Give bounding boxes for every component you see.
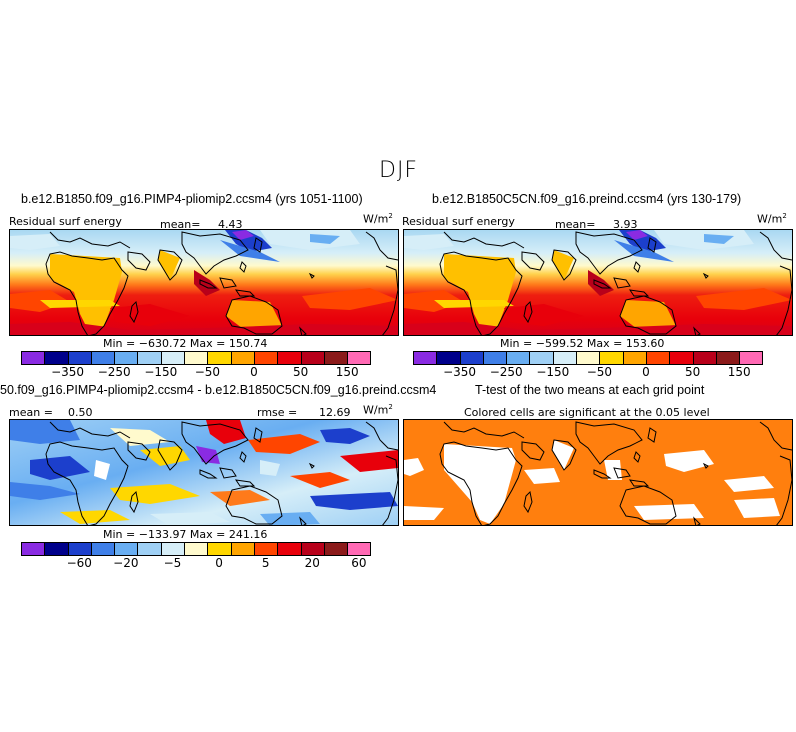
colorbar-swatch <box>506 351 531 365</box>
colorbar-swatch <box>715 351 741 365</box>
colorbar-tick-label: −350 <box>51 365 85 379</box>
colorbar-tick-label: 60 <box>351 556 367 570</box>
panel4-title: T-test of the two means at each grid poi… <box>475 383 705 397</box>
colorbar-swatch <box>347 542 372 556</box>
colorbar-swatch <box>413 351 438 365</box>
panel2-mean-value: 3.93 <box>613 218 638 231</box>
panel2-colorbar-ticks: −350 −250 −150 −50 0 50 150 <box>413 365 777 381</box>
colorbar-swatch <box>645 351 671 365</box>
colorbar-swatch <box>230 351 255 365</box>
colorbar-tick-label: −5 <box>163 556 182 570</box>
panel1-variable-label: Residual surf energy <box>9 215 122 228</box>
colorbar-swatch <box>160 542 186 556</box>
panel1-colorbar-ticks: −350 −250 −150 −50 0 50 150 <box>21 365 385 381</box>
colorbar-swatch <box>67 542 92 556</box>
colorbar-swatch <box>323 542 349 556</box>
panel2-mean-label: mean= <box>555 218 596 231</box>
colorbar-swatch <box>137 351 162 365</box>
colorbar-swatch <box>44 542 69 556</box>
panel4-map <box>403 419 793 526</box>
panel1-mean-value: 4.43 <box>218 218 243 231</box>
colorbar-swatch <box>300 542 325 556</box>
panel1-unit: W/m2 <box>363 212 393 226</box>
season-title: DJF <box>379 158 419 183</box>
colorbar-tick-label: −150 <box>144 365 178 379</box>
colorbar-swatch <box>160 351 186 365</box>
panel2-title: b.e12.B1850C5CN.f09_g16.preind.ccsm4 (yr… <box>432 192 742 206</box>
colorbar-swatch <box>253 542 279 556</box>
panel3-title: 50.f09_g16.PIMP4-pliomip2.ccsm4 - b.e12.… <box>0 383 437 397</box>
colorbar-swatch <box>67 351 92 365</box>
colorbar-swatch <box>207 351 232 365</box>
colorbar-swatch <box>21 351 46 365</box>
panel3-unit: W/m2 <box>363 403 393 417</box>
colorbar-swatch <box>114 351 139 365</box>
panel3-minmax: Min = −133.97 Max = 241.16 <box>103 528 268 541</box>
colorbar-tick-label: 50 <box>292 365 309 379</box>
colorbar-tick-label: −250 <box>97 365 131 379</box>
panel1-mean-label: mean= <box>160 218 201 231</box>
colorbar-swatch <box>44 351 69 365</box>
colorbar-swatch <box>482 351 508 365</box>
colorbar-swatch <box>529 351 554 365</box>
colorbar-tick-label: −20 <box>113 556 139 570</box>
panel1-minmax: Min = −630.72 Max = 150.74 <box>103 337 268 350</box>
colorbar-swatch <box>576 351 601 365</box>
colorbar-swatch <box>347 351 372 365</box>
colorbar-swatch <box>669 351 694 365</box>
colorbar-tick-label: 150 <box>727 365 751 379</box>
colorbar-swatch <box>90 542 116 556</box>
colorbar-swatch <box>184 542 209 556</box>
colorbar-swatch <box>459 351 484 365</box>
panel3-mean-label: mean = <box>9 406 53 419</box>
panel3-map <box>9 419 399 526</box>
colorbar-tick-label: −250 <box>489 365 523 379</box>
colorbar-tick-label: 0 <box>642 365 650 379</box>
panel4-subtitle: Colored cells are significant at the 0.0… <box>464 406 710 419</box>
colorbar-swatch <box>137 542 162 556</box>
colorbar-swatch <box>323 351 349 365</box>
colorbar-tick-label: −50 <box>586 365 613 379</box>
colorbar-swatch <box>253 351 279 365</box>
colorbar-tick-label: 50 <box>684 365 701 379</box>
panel2-colorbar <box>413 351 764 365</box>
colorbar-tick-label: 20 <box>304 556 320 570</box>
colorbar-swatch <box>622 351 647 365</box>
panel2-unit: W/m2 <box>757 212 787 226</box>
panel3-mean-value: 0.50 <box>68 406 93 419</box>
colorbar-tick-label: 5 <box>261 556 270 570</box>
colorbar-tick-label: −150 <box>536 365 570 379</box>
colorbar-swatch <box>207 542 232 556</box>
colorbar-tick-label: −60 <box>66 556 92 570</box>
colorbar-tick-label: 0 <box>250 365 258 379</box>
colorbar-swatch <box>692 351 717 365</box>
colorbar-swatch <box>300 351 325 365</box>
colorbar-swatch <box>21 542 46 556</box>
colorbar-tick-label: −50 <box>194 365 221 379</box>
panel2-variable-label: Residual surf energy <box>402 215 515 228</box>
colorbar-swatch <box>230 542 255 556</box>
colorbar-swatch <box>184 351 209 365</box>
colorbar-tick-label: 150 <box>335 365 359 379</box>
colorbar-tick-label: −350 <box>443 365 477 379</box>
panel3-rmse-label: rmse = <box>257 406 298 419</box>
colorbar-swatch <box>277 542 302 556</box>
colorbar-tick-label: 0 <box>215 556 223 570</box>
colorbar-swatch <box>114 542 139 556</box>
colorbar-swatch <box>90 351 116 365</box>
colorbar-swatch <box>277 351 302 365</box>
panel2-map <box>403 229 793 336</box>
panel3-colorbar-ticks: −60 −20 −5 0 5 20 60 <box>21 556 385 572</box>
panel1-colorbar <box>21 351 372 365</box>
panel1-title: b.e12.B1850.f09_g16.PIMP4-pliomip2.ccsm4… <box>21 192 363 206</box>
colorbar-swatch <box>436 351 461 365</box>
panel3-colorbar <box>21 542 372 556</box>
colorbar-swatch <box>739 351 764 365</box>
panel1-map <box>9 229 399 336</box>
colorbar-swatch <box>552 351 578 365</box>
panel3-rmse-value: 12.69 <box>319 406 351 419</box>
colorbar-swatch <box>599 351 624 365</box>
panel2-minmax: Min = −599.52 Max = 153.60 <box>500 337 665 350</box>
